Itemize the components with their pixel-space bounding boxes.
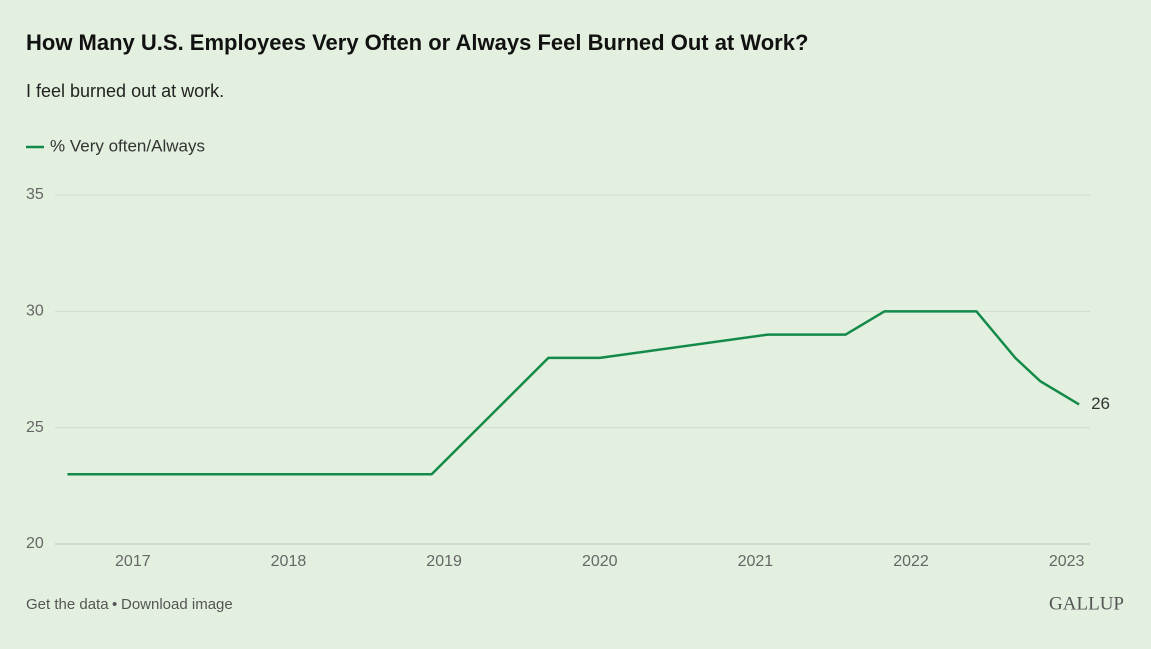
footer-link[interactable]: Download image bbox=[121, 596, 233, 613]
y-tick-label: 20 bbox=[26, 535, 44, 552]
x-tick-label: 2022 bbox=[893, 553, 929, 570]
end-value-label: 26 bbox=[1091, 394, 1110, 413]
x-tick-label: 2017 bbox=[115, 553, 151, 570]
brand-logo: GALLUP bbox=[1049, 593, 1124, 614]
x-tick-label: 2019 bbox=[426, 553, 462, 570]
data-line bbox=[67, 310, 1080, 476]
x-tick-label: 2023 bbox=[1049, 553, 1085, 570]
y-tick-label: 25 bbox=[26, 419, 44, 436]
footer-link[interactable]: Get the data bbox=[26, 596, 109, 613]
chart-subtitle: I feel burned out at work. bbox=[26, 81, 224, 101]
footer-separator: • bbox=[112, 596, 117, 613]
y-tick-label: 35 bbox=[26, 186, 44, 203]
chart-title: How Many U.S. Employees Very Often or Al… bbox=[26, 30, 808, 55]
legend-label: % Very often/Always bbox=[50, 136, 205, 155]
x-tick-label: 2018 bbox=[271, 553, 307, 570]
x-tick-label: 2020 bbox=[582, 553, 618, 570]
x-tick-label: 2021 bbox=[738, 553, 774, 570]
y-tick-label: 30 bbox=[26, 303, 44, 320]
